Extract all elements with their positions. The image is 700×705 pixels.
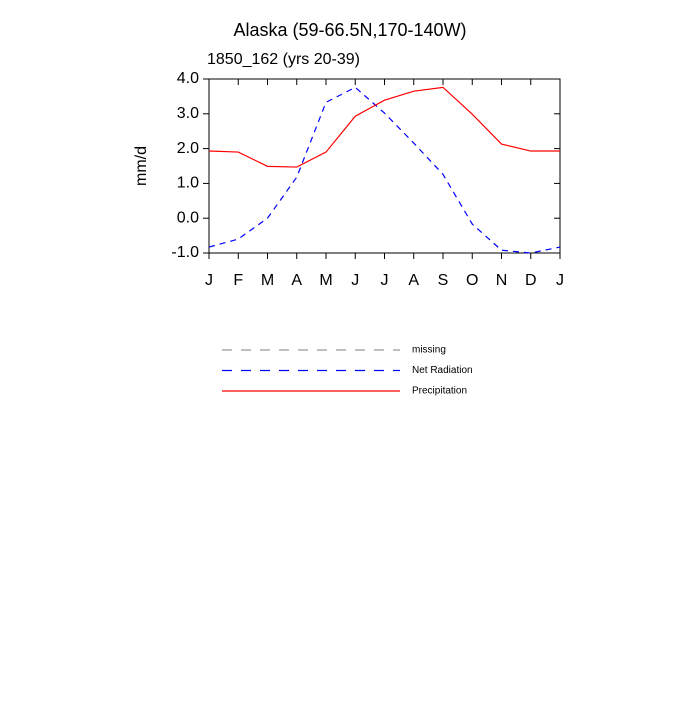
x-tick-label: J bbox=[351, 272, 359, 289]
legend-label: Precipitation bbox=[412, 386, 467, 397]
y-tick-label: 3.0 bbox=[177, 105, 199, 122]
x-tick-label: J bbox=[205, 272, 213, 289]
x-tick-label: F bbox=[233, 272, 243, 289]
x-tick-label: A bbox=[408, 272, 419, 289]
plot-frame bbox=[208, 78, 561, 254]
series-line bbox=[208, 86, 560, 168]
x-tick-label: O bbox=[466, 272, 478, 289]
x-tick-label: D bbox=[525, 272, 537, 289]
y-tick-label: -1.0 bbox=[171, 244, 199, 261]
y-tick-label: 2.0 bbox=[177, 140, 199, 157]
x-tick-label: A bbox=[291, 272, 302, 289]
legend-label: missing bbox=[412, 345, 446, 356]
series-line bbox=[208, 86, 561, 254]
legend-label: Net Radiation bbox=[412, 365, 473, 376]
x-tick-label: J bbox=[556, 272, 564, 289]
x-tick-label: J bbox=[381, 272, 389, 289]
y-tick-label: 4.0 bbox=[177, 70, 199, 87]
x-tick-label: N bbox=[496, 272, 508, 289]
chart-subtitle: 1850_162 (yrs 20-39) bbox=[207, 51, 360, 68]
chart-title: Alaska (59-66.5N,170-140W) bbox=[233, 20, 466, 40]
x-tick-label: M bbox=[319, 272, 332, 289]
y-tick-label: 0.0 bbox=[177, 209, 199, 226]
x-tick-label: S bbox=[438, 272, 449, 289]
y-tick-label: 1.0 bbox=[177, 175, 199, 192]
x-tick-label: M bbox=[261, 272, 274, 289]
y-axis-label: mm/d bbox=[133, 146, 150, 186]
